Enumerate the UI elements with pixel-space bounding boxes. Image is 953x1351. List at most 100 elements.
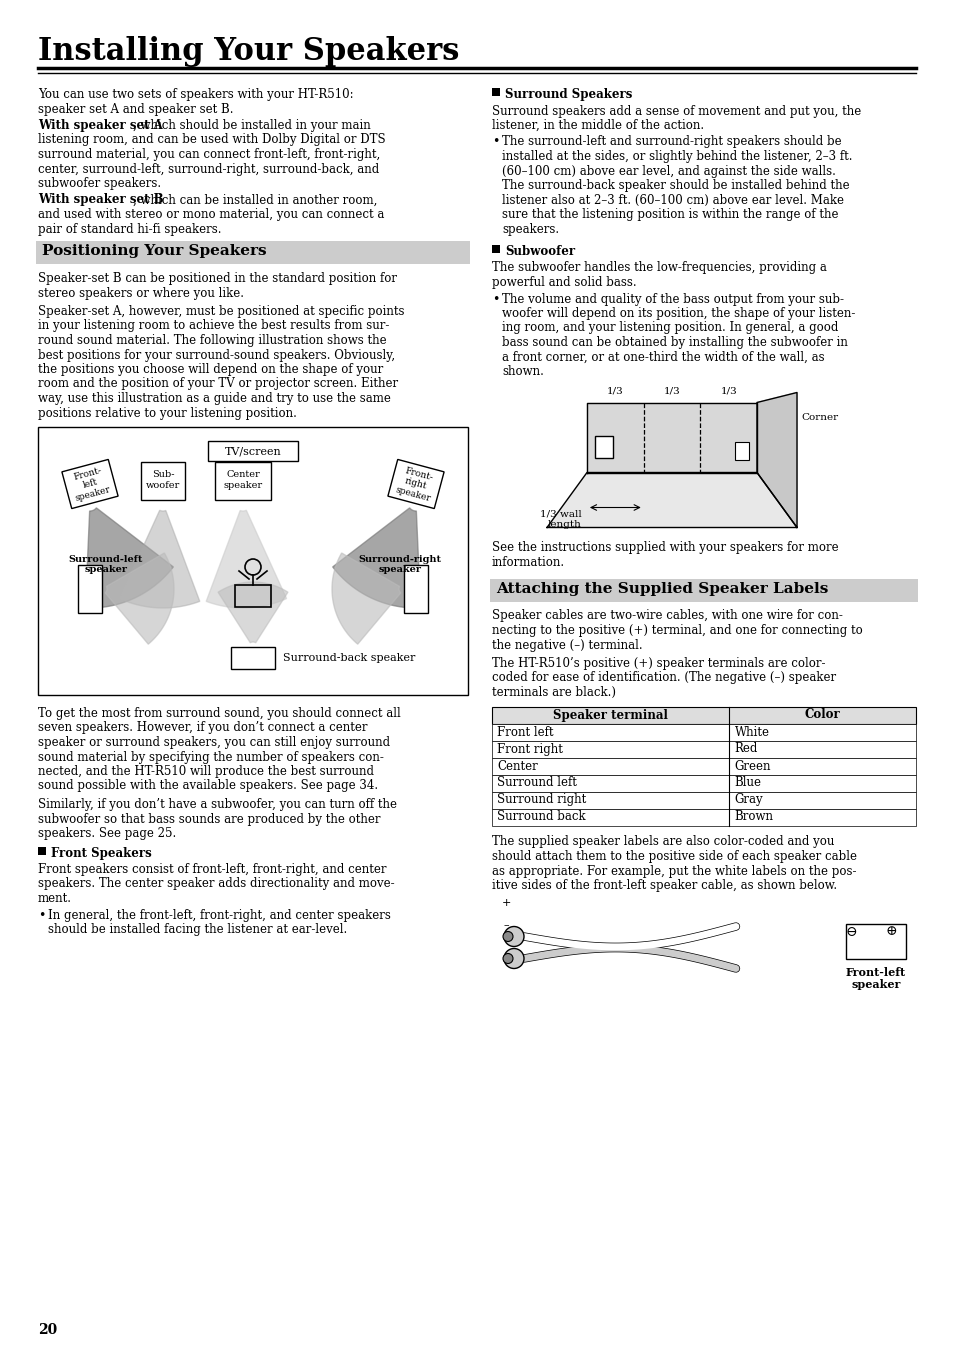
Text: should attach them to the positive side of each speaker cable: should attach them to the positive side … <box>492 850 856 863</box>
Text: listener, in the middle of the action.: listener, in the middle of the action. <box>492 119 703 132</box>
Bar <box>38 847 46 854</box>
Text: listener also at 2–3 ft. (60–100 cm) above ear level. Make: listener also at 2–3 ft. (60–100 cm) abo… <box>501 193 843 207</box>
Text: With speaker set A: With speaker set A <box>38 119 163 132</box>
Text: The volume and quality of the bass output from your sub-: The volume and quality of the bass outpu… <box>501 293 843 305</box>
Text: sound possible with the available speakers. See page 34.: sound possible with the available speake… <box>38 780 377 793</box>
Text: Surround-back speaker: Surround-back speaker <box>283 653 415 663</box>
Text: Center: Center <box>497 759 537 773</box>
Text: ⊕: ⊕ <box>884 924 896 939</box>
Text: +: + <box>500 898 510 908</box>
Text: sound material by specifying the number of speakers con-: sound material by specifying the number … <box>38 751 383 763</box>
Circle shape <box>502 954 513 963</box>
Text: Front left: Front left <box>497 725 553 739</box>
Text: Surround right: Surround right <box>497 793 586 807</box>
Circle shape <box>503 948 523 969</box>
Text: room and the position of your TV or projector screen. Either: room and the position of your TV or proj… <box>38 377 397 390</box>
Text: should be installed facing the listener at ear-level.: should be installed facing the listener … <box>48 923 347 936</box>
Text: Speaker terminal: Speaker terminal <box>553 708 667 721</box>
Text: Surround-right
speaker: Surround-right speaker <box>358 555 441 574</box>
Text: subwoofer speakers.: subwoofer speakers. <box>38 177 161 190</box>
Bar <box>492 245 499 253</box>
Bar <box>141 462 185 500</box>
Text: Speaker-set B can be positioned in the standard position for: Speaker-set B can be positioned in the s… <box>38 272 396 285</box>
Bar <box>36 240 470 263</box>
Text: coded for ease of identification. (The negative (–) speaker: coded for ease of identification. (The n… <box>492 671 835 685</box>
Text: pair of standard hi-fi speakers.: pair of standard hi-fi speakers. <box>38 223 221 235</box>
Bar <box>492 88 499 96</box>
Text: positions relative to your listening position.: positions relative to your listening pos… <box>38 407 296 420</box>
Text: terminals are black.): terminals are black.) <box>492 686 616 698</box>
Text: speakers. The center speaker adds directionality and move-: speakers. The center speaker adds direct… <box>38 878 395 890</box>
Text: Surround-left
speaker: Surround-left speaker <box>69 555 143 574</box>
Text: White: White <box>734 725 769 739</box>
Text: a front corner, or at one-third the width of the wall, as: a front corner, or at one-third the widt… <box>501 350 823 363</box>
Text: Surround left: Surround left <box>497 777 577 789</box>
Polygon shape <box>86 508 173 608</box>
Text: shown.: shown. <box>501 365 543 378</box>
Text: Red: Red <box>734 743 757 755</box>
Text: Installing Your Speakers: Installing Your Speakers <box>38 36 459 68</box>
Polygon shape <box>332 553 400 644</box>
Bar <box>492 808 915 825</box>
Text: Brown: Brown <box>734 811 773 824</box>
Text: ing room, and your listening position. In general, a good: ing room, and your listening position. I… <box>501 322 838 335</box>
Text: center, surround-left, surround-right, surround-back, and: center, surround-left, surround-right, s… <box>38 162 379 176</box>
Text: Speaker-set A, however, must be positioned at specific points: Speaker-set A, however, must be position… <box>38 305 404 317</box>
Text: necting to the positive (+) terminal, and one for connecting to: necting to the positive (+) terminal, an… <box>492 624 862 638</box>
Text: •: • <box>38 908 46 921</box>
Text: To get the most from surround sound, you should connect all: To get the most from surround sound, you… <box>38 707 400 720</box>
Polygon shape <box>105 553 173 644</box>
Bar <box>492 758 915 774</box>
Text: speakers. See page 25.: speakers. See page 25. <box>38 827 176 840</box>
Polygon shape <box>218 582 288 643</box>
Text: Color: Color <box>804 708 840 721</box>
Text: Front speakers consist of front-left, front-right, and center: Front speakers consist of front-left, fr… <box>38 863 386 875</box>
Text: Similarly, if you don’t have a subwoofer, you can turn off the: Similarly, if you don’t have a subwoofer… <box>38 798 396 811</box>
Polygon shape <box>757 393 796 527</box>
Text: Blue: Blue <box>734 777 760 789</box>
Text: With speaker set B: With speaker set B <box>38 193 163 207</box>
Text: 20: 20 <box>38 1323 57 1337</box>
Bar <box>595 435 613 458</box>
Text: Gray: Gray <box>734 793 762 807</box>
Text: ⊖: ⊖ <box>844 924 856 939</box>
Text: the positions you choose will depend on the shape of your: the positions you choose will depend on … <box>38 363 383 376</box>
Text: TV/screen: TV/screen <box>224 446 281 457</box>
Text: Corner: Corner <box>801 413 838 422</box>
Text: powerful and solid bass.: powerful and solid bass. <box>492 276 636 289</box>
Text: The supplied speaker labels are also color-coded and you: The supplied speaker labels are also col… <box>492 835 834 848</box>
Text: Green: Green <box>734 759 770 773</box>
Text: The surround-left and surround-right speakers should be: The surround-left and surround-right spe… <box>501 135 841 149</box>
Text: as appropriate. For example, put the white labels on the pos-: as appropriate. For example, put the whi… <box>492 865 856 878</box>
Text: the negative (–) terminal.: the negative (–) terminal. <box>492 639 642 651</box>
Text: best positions for your surround-sound speakers. Obviously,: best positions for your surround-sound s… <box>38 349 395 362</box>
Bar <box>38 427 468 694</box>
Text: Positioning Your Speakers: Positioning Your Speakers <box>42 245 266 258</box>
Text: Sub-
woofer: Sub- woofer <box>146 470 180 489</box>
Text: nected, and the HT-R510 will produce the best surround: nected, and the HT-R510 will produce the… <box>38 765 374 778</box>
Text: Attaching the Supplied Speaker Labels: Attaching the Supplied Speaker Labels <box>496 581 827 596</box>
Polygon shape <box>546 473 796 527</box>
Text: itive sides of the front-left speaker cable, as shown below.: itive sides of the front-left speaker ca… <box>492 880 836 892</box>
Text: Front-left
speaker: Front-left speaker <box>845 966 905 990</box>
Polygon shape <box>388 459 444 508</box>
Text: •: • <box>492 293 498 305</box>
Text: Front-
left
speaker: Front- left speaker <box>69 465 112 503</box>
Bar <box>492 707 915 724</box>
Text: installed at the sides, or slightly behind the listener, 2–3 ft.: installed at the sides, or slightly behi… <box>501 150 852 163</box>
Circle shape <box>502 931 513 942</box>
Text: subwoofer so that bass sounds are produced by the other: subwoofer so that bass sounds are produc… <box>38 812 380 825</box>
Bar <box>845 924 905 958</box>
Text: You can use two sets of speakers with your HT-R510:: You can use two sets of speakers with yo… <box>38 88 354 101</box>
Polygon shape <box>586 403 757 473</box>
Text: bass sound can be obtained by installing the subwoofer in: bass sound can be obtained by installing… <box>501 336 847 349</box>
Bar <box>490 578 917 601</box>
Text: way, use this illustration as a guide and try to use the same: way, use this illustration as a guide an… <box>38 392 391 405</box>
Text: 1/3 wall
length: 1/3 wall length <box>539 509 581 528</box>
Text: stereo speakers or where you like.: stereo speakers or where you like. <box>38 286 244 300</box>
Bar <box>403 565 428 613</box>
Bar <box>78 565 102 613</box>
Text: woofer will depend on its position, the shape of your listen-: woofer will depend on its position, the … <box>501 307 855 320</box>
Text: 1/3: 1/3 <box>663 386 679 396</box>
Text: , which should be installed in your main: , which should be installed in your main <box>133 119 371 132</box>
